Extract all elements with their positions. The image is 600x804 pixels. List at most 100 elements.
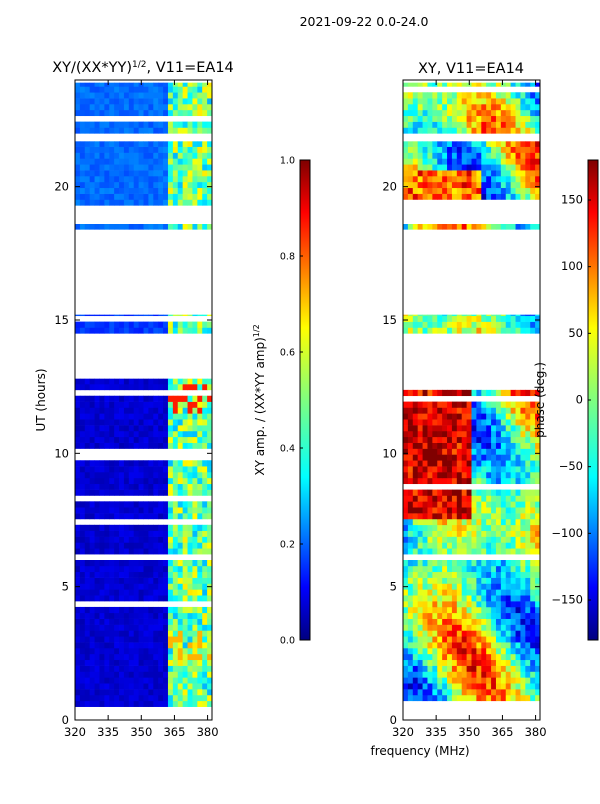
right-heatmap-cell	[486, 425, 492, 432]
right-heatmap-cell	[491, 425, 497, 432]
right-heatmap-cell	[535, 121, 540, 128]
left-heatmap-cell	[207, 659, 212, 666]
left-heatmap-cell	[153, 513, 159, 520]
left-heatmap-cell	[89, 104, 95, 111]
right-heatmap-cell	[505, 612, 512, 619]
left-heatmap-cell	[202, 109, 208, 117]
left-heatmap-cell	[123, 694, 130, 702]
left-heatmap-cell	[172, 436, 179, 443]
right-heatmap-cell	[491, 98, 497, 105]
right-heatmap-cell	[500, 104, 507, 111]
left-heatmap-cell	[207, 436, 212, 443]
right-heatmap-cell	[427, 419, 433, 426]
left-heatmap-cell	[202, 430, 208, 438]
left-heatmap-cell	[177, 477, 184, 485]
right-heatmap-cell	[471, 315, 477, 322]
right-heatmap-cell	[412, 442, 419, 449]
left-heatmap-cell	[94, 170, 100, 177]
right-heatmap-cell	[505, 624, 512, 631]
right-heatmap-cell	[500, 477, 507, 485]
right-heatmap-cell	[535, 187, 540, 194]
left-heatmap-cell	[75, 152, 81, 159]
left-heatmap-cell	[128, 413, 135, 420]
right-heatmap-cell	[500, 689, 507, 696]
left-heatmap-cell	[148, 472, 154, 479]
right-heatmap-cell	[510, 327, 516, 334]
right-heatmap-cell	[437, 536, 443, 543]
right-heatmap-cell	[525, 583, 531, 590]
right-heatmap-cell	[427, 683, 433, 690]
left-heatmap-cell	[79, 98, 86, 105]
right-heatmap-cell	[412, 560, 419, 567]
right-heatmap-cell	[447, 164, 453, 171]
right-heatmap-cell	[456, 454, 463, 461]
right-heatmap-cell	[510, 689, 516, 696]
right-heatmap-cell	[535, 425, 540, 432]
right-heatmap-cell	[520, 109, 526, 117]
left-heatmap-cell	[143, 176, 149, 183]
right-heatmap-cell	[432, 477, 438, 485]
left-heatmap-cell	[187, 606, 193, 614]
right-colorbar-tick-label: 0	[576, 393, 583, 407]
left-heatmap-cell	[84, 689, 91, 696]
left-heatmap-cell	[153, 460, 159, 467]
right-heatmap-cell	[495, 442, 502, 449]
right-heatmap-cell	[495, 401, 502, 408]
left-heatmap-cell	[182, 542, 188, 549]
right-heatmap-cell	[451, 413, 458, 420]
left-heatmap-cell	[114, 413, 120, 420]
right-heatmap-cell	[422, 436, 428, 443]
right-heatmap-cell	[422, 389, 428, 397]
left-heatmap-cell	[133, 419, 139, 426]
left-heatmap-cell	[114, 483, 120, 490]
left-heatmap-cell	[153, 624, 159, 631]
left-heatmap-cell	[153, 665, 159, 672]
left-heatmap-cell	[148, 536, 154, 543]
left-heatmap-cell	[172, 395, 179, 402]
left-heatmap-cell	[138, 104, 144, 111]
left-heatmap-cell	[182, 152, 188, 159]
left-heatmap-cell	[177, 513, 184, 520]
right-heatmap-cell	[451, 170, 458, 177]
left-heatmap-cell	[202, 378, 208, 385]
right-heatmap-cell	[476, 536, 482, 543]
right-heatmap-cell	[461, 583, 467, 590]
left-heatmap-cell	[167, 671, 174, 678]
left-heatmap-cell	[84, 524, 91, 531]
left-heatmap-cell	[172, 477, 179, 485]
right-heatmap-cell	[481, 601, 487, 608]
left-heatmap-cell	[138, 425, 144, 432]
left-heatmap-cell	[123, 583, 130, 590]
left-heatmap-cell	[123, 530, 130, 537]
right-heatmap-cell	[491, 315, 497, 322]
left-heatmap-cell	[114, 636, 120, 643]
left-heatmap-cell	[158, 472, 164, 479]
right-heatmap-cell	[495, 152, 502, 159]
right-heatmap-cell	[500, 389, 507, 397]
right-heatmap-cell	[447, 642, 453, 649]
left-heatmap-cell	[187, 689, 193, 696]
right-heatmap-cell	[520, 571, 526, 578]
left-heatmap-cell	[138, 442, 144, 449]
right-heatmap-cell	[403, 109, 409, 117]
left-heatmap-cell	[123, 636, 130, 643]
left-heatmap-cell	[163, 612, 169, 619]
left-x-tick-label: 365	[163, 725, 185, 739]
left-heatmap-cell	[202, 176, 208, 183]
left-heatmap-cell	[187, 82, 193, 87]
right-heatmap-cell	[500, 577, 507, 584]
left-heatmap-cell	[167, 86, 174, 93]
right-heatmap-cell	[476, 389, 482, 397]
right-heatmap-cell	[481, 315, 487, 322]
left-heatmap-cell	[133, 677, 139, 684]
right-heatmap-cell	[510, 671, 516, 678]
left-heatmap-cell	[148, 583, 154, 590]
left-heatmap-cell	[109, 565, 115, 573]
left-heatmap-cell	[128, 460, 135, 467]
right-heatmap-cell	[437, 176, 443, 183]
left-heatmap-cell	[99, 164, 105, 171]
left-heatmap-cell	[123, 466, 130, 473]
right-heatmap-cell	[471, 513, 477, 520]
right-heatmap-cell	[520, 454, 526, 461]
